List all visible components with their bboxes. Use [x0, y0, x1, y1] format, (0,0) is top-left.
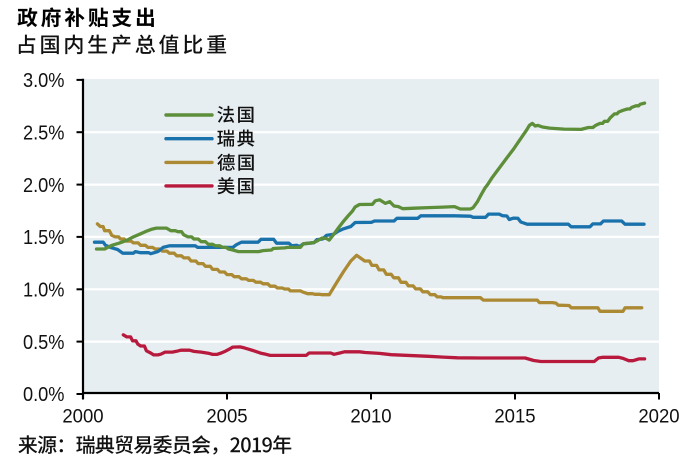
svg-text:2015: 2015 [494, 406, 535, 428]
svg-text:2.0%: 2.0% [23, 175, 65, 197]
svg-text:0.0%: 0.0% [23, 384, 65, 406]
svg-text:1.0%: 1.0% [23, 280, 65, 302]
svg-text:2010: 2010 [350, 406, 391, 428]
svg-text:2020: 2020 [638, 406, 679, 428]
svg-text:0.5%: 0.5% [23, 332, 65, 354]
svg-text:2000: 2000 [62, 406, 103, 428]
svg-text:2.5%: 2.5% [23, 122, 65, 144]
svg-text:1.5%: 1.5% [23, 227, 65, 249]
svg-text:3.0%: 3.0% [23, 70, 65, 92]
svg-text:2005: 2005 [206, 406, 247, 428]
